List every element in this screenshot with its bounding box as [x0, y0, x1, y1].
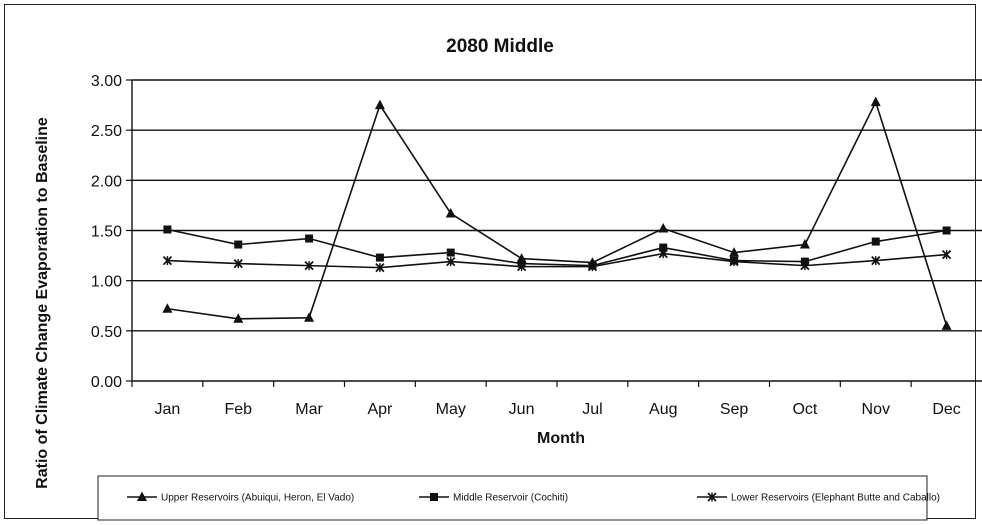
x-tick-label: Feb — [224, 401, 252, 418]
y-tick-label: 0.50 — [91, 324, 122, 341]
y-tick-label: 2.00 — [91, 173, 122, 190]
y-tick-label: 1.50 — [91, 224, 122, 241]
chart-title: 2080 Middle — [446, 36, 554, 57]
data-point-series-3 — [941, 249, 952, 260]
data-point-series-3 — [729, 256, 739, 267]
x-tick-label: Apr — [367, 401, 393, 418]
series-lines — [162, 96, 952, 330]
data-point-series-2 — [871, 237, 880, 246]
data-point-series-3 — [516, 261, 527, 272]
data-point-series-3 — [304, 260, 314, 271]
legend-item-2: Middle Reservoir (Cochiti) — [419, 493, 568, 504]
y-axis-label: Ratio of Climate Change Evaporation to B… — [34, 117, 51, 489]
data-point-series-3 — [871, 255, 881, 266]
data-point-series-1 — [162, 303, 173, 313]
data-point-series-3 — [800, 260, 810, 271]
x-tick-label: May — [436, 401, 466, 418]
x-tick-label: Aug — [649, 401, 677, 418]
x-axis-label: Month — [537, 430, 585, 447]
x-tick-label: Dec — [932, 401, 960, 418]
data-point-series-1 — [445, 207, 456, 218]
data-point-series-3 — [658, 248, 668, 259]
x-tick-label: Mar — [295, 401, 323, 418]
y-tick-labels: 0.00 0.50 1.00 1.50 2.00 2.50 3.00 — [91, 73, 132, 391]
data-point-series-2 — [446, 248, 455, 257]
x-tick-labels: Jan Feb Mar Apr May Jun Jul Aug Sep Oct Nov Dec — [131, 381, 961, 418]
data-point-series-1 — [304, 312, 315, 322]
x-tick-label: Jan — [155, 401, 181, 418]
x-tick-label: Jun — [509, 401, 535, 418]
legend: Upper Reservoirs (Abuiqui, Heron, El Vad… — [127, 491, 940, 504]
gridlines — [132, 79, 982, 332]
x-tick-label: Jul — [582, 401, 602, 418]
x-tick-label: Nov — [862, 401, 890, 418]
series-line-3 — [167, 252, 947, 269]
data-point-series-2 — [659, 243, 668, 252]
legend-item-3: Lower Reservoirs (Elephant Butte and Cab… — [697, 492, 940, 504]
data-point-series-3 — [162, 255, 173, 266]
legend-label: Upper Reservoirs (Abuiqui, Heron, El Vad… — [161, 493, 354, 504]
data-point-series-2 — [942, 226, 951, 235]
legend-marker — [430, 493, 438, 501]
y-tick-label: 1.00 — [91, 274, 122, 291]
legend-item-1: Upper Reservoirs (Abuiqui, Heron, El Vad… — [127, 491, 354, 504]
data-point-series-2 — [305, 234, 314, 243]
legend-box — [97, 475, 928, 521]
legend-marker — [137, 491, 147, 501]
data-point-series-1 — [941, 320, 952, 330]
data-point-series-2 — [163, 225, 172, 234]
data-point-series-1 — [870, 96, 881, 107]
x-tick-label: Oct — [792, 401, 817, 418]
data-point-series-3 — [587, 261, 598, 272]
x-tick-label: Sep — [720, 401, 749, 418]
legend-label: Middle Reservoir (Cochiti) — [453, 493, 568, 504]
data-point-series-2 — [375, 253, 384, 262]
data-point-series-3 — [233, 258, 243, 269]
data-point-series-1 — [374, 99, 385, 110]
data-point-series-3 — [446, 256, 456, 267]
data-point-series-1 — [799, 239, 810, 249]
y-tick-label: 3.00 — [91, 73, 122, 90]
legend-label: Lower Reservoirs (Elephant Butte and Cab… — [731, 493, 940, 504]
y-tick-label: 2.50 — [91, 123, 122, 140]
legend-marker — [707, 492, 717, 502]
series-line-2 — [167, 228, 947, 267]
data-point-series-1 — [729, 247, 740, 257]
axes — [131, 80, 982, 382]
series-line-1 — [167, 99, 948, 327]
data-point-series-3 — [375, 262, 385, 273]
data-point-series-1 — [658, 222, 669, 233]
y-tick-label: 0.00 — [91, 374, 122, 391]
data-point-series-2 — [234, 240, 243, 249]
data-point-series-1 — [233, 313, 244, 323]
